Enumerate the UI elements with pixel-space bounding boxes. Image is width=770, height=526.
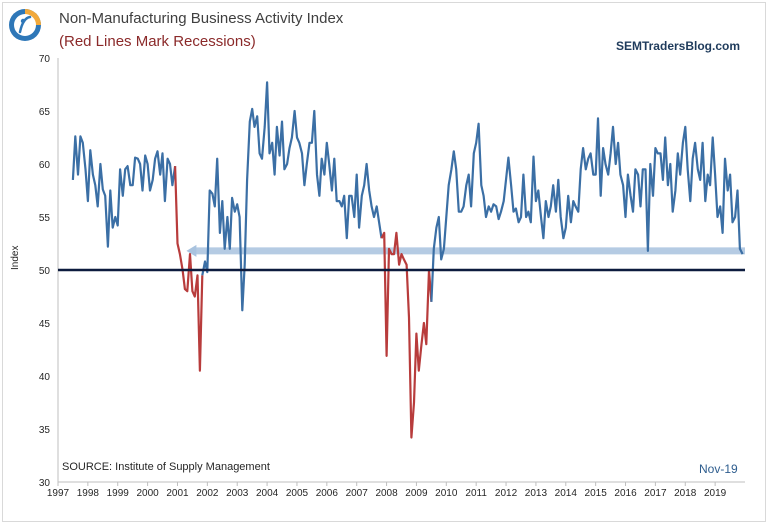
y-tick-label: 70 [39, 54, 51, 65]
y-tick-label: 50 [39, 266, 51, 277]
x-tick-label: 1997 [47, 488, 70, 499]
x-tick-label: 2010 [435, 488, 458, 499]
x-tick-label: 2015 [585, 488, 608, 499]
x-tick-label: 2007 [346, 488, 369, 499]
x-tick-label: 2005 [286, 488, 309, 499]
x-tick-label: 2006 [316, 488, 339, 499]
x-tick-label: 2004 [256, 488, 279, 499]
x-tick-label: 2009 [405, 488, 428, 499]
y-tick-label: 30 [39, 478, 51, 489]
x-tick-label: 2003 [226, 488, 249, 499]
y-tick-label: 65 [39, 107, 51, 118]
x-tick-label: 2013 [525, 488, 548, 499]
expansion-series-line [201, 81, 383, 312]
x-tick-label: 2001 [166, 488, 189, 499]
source-note: SOURCE: Institute of Supply Management [62, 461, 270, 473]
x-tick-label: 2011 [465, 488, 487, 499]
y-tick-label: 60 [39, 160, 51, 171]
chart-title: Non-Manufacturing Business Activity Inde… [59, 10, 344, 27]
x-tick-label: 2016 [614, 488, 637, 499]
x-tick-label: 1999 [107, 488, 130, 499]
y-axis-label: Index [10, 245, 21, 270]
y-tick-label: 55 [39, 213, 51, 224]
y-tick-label: 45 [39, 319, 51, 330]
latest-level-arrowhead [186, 244, 197, 257]
x-tick-label: 2000 [136, 488, 159, 499]
x-tick-label: 2017 [644, 488, 667, 499]
x-tick-label: 2019 [704, 488, 727, 499]
chart-subtitle: (Red Lines Mark Recessions) [59, 33, 256, 50]
x-tick-label: 2002 [196, 488, 219, 499]
logo-icon [9, 9, 41, 41]
latest-date-label: Nov-19 [699, 462, 738, 476]
expansion-series-line [430, 117, 744, 302]
x-tick-label: 2012 [495, 488, 518, 499]
y-tick-label: 40 [39, 372, 51, 383]
expansion-series-line [71, 135, 177, 248]
brand-label: SEMTradersBlog.com [615, 39, 740, 53]
recession-series-line [380, 231, 433, 439]
x-tick-label: 2018 [674, 488, 697, 499]
y-tick-label: 35 [39, 425, 51, 436]
x-tick-label: 2014 [555, 488, 578, 499]
x-tick-label: 1998 [77, 488, 100, 499]
x-tick-label: 2008 [375, 488, 398, 499]
recession-series-line [174, 166, 204, 372]
